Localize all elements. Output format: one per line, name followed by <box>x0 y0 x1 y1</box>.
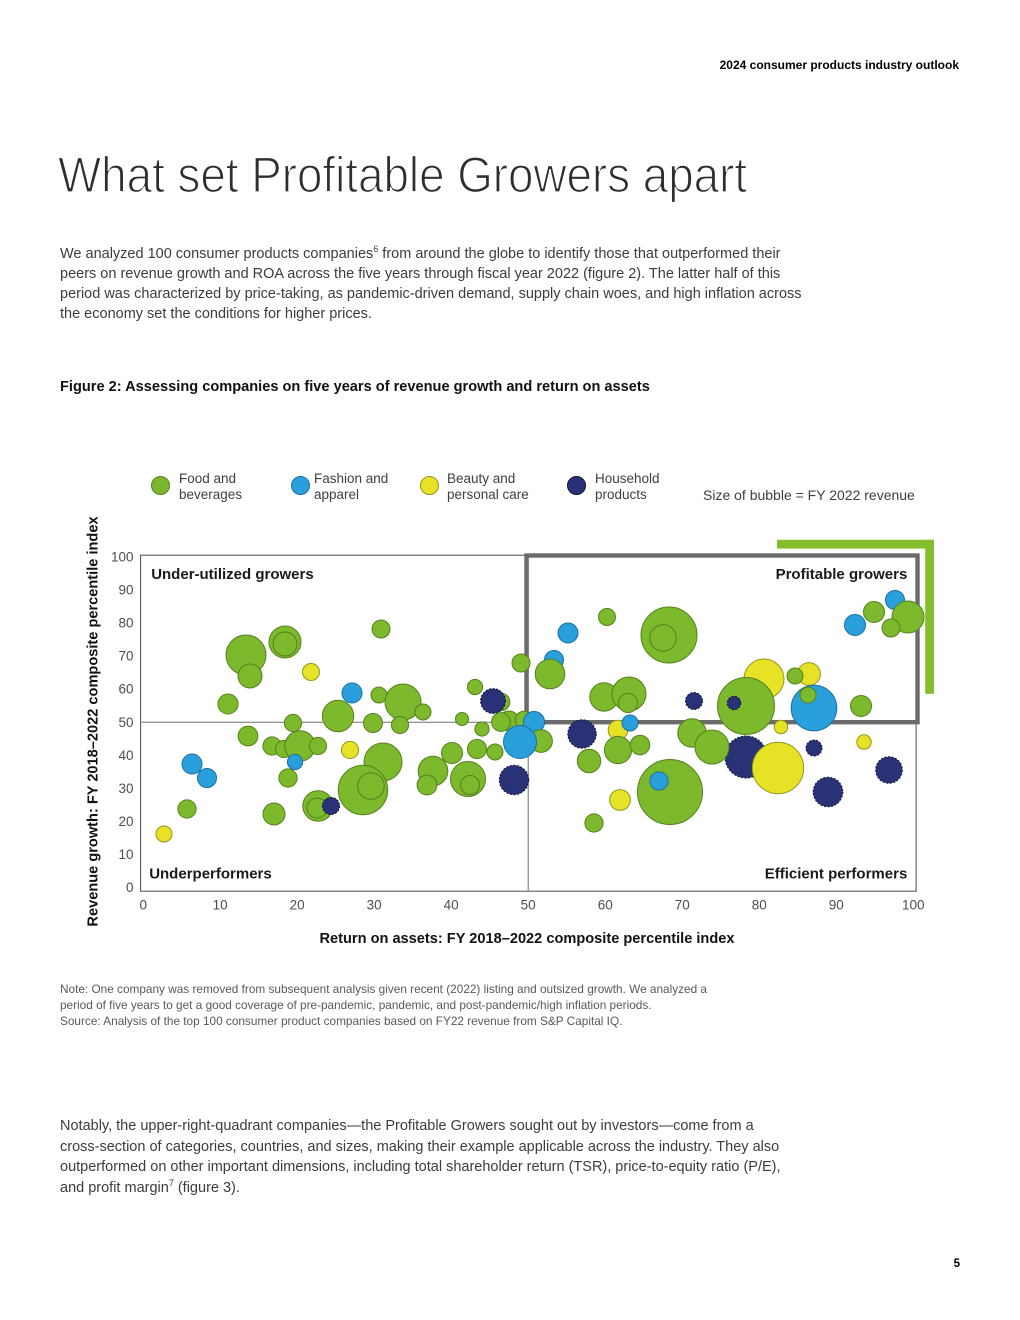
svg-text:10: 10 <box>118 847 133 862</box>
svg-text:80: 80 <box>118 616 133 631</box>
svg-text:100: 100 <box>902 898 925 913</box>
svg-text:10: 10 <box>213 898 228 913</box>
svg-text:30: 30 <box>367 898 382 913</box>
svg-text:20: 20 <box>118 814 133 829</box>
svg-text:100: 100 <box>111 550 134 565</box>
svg-text:20: 20 <box>290 898 305 913</box>
svg-text:0: 0 <box>126 880 134 895</box>
svg-text:0: 0 <box>139 898 147 913</box>
svg-text:60: 60 <box>598 898 613 913</box>
svg-text:70: 70 <box>675 898 690 913</box>
svg-text:Profitable growers: Profitable growers <box>776 566 908 583</box>
svg-text:Return on assets: FY 2018–2022: Return on assets: FY 2018–2022 composite… <box>319 931 735 947</box>
svg-text:Revenue growth: FY 2018–2022 c: Revenue growth: FY 2018–2022 composite p… <box>86 516 102 927</box>
svg-text:90: 90 <box>829 898 844 913</box>
svg-text:50: 50 <box>521 898 536 913</box>
svg-text:80: 80 <box>752 898 767 913</box>
svg-text:40: 40 <box>118 748 133 763</box>
svg-text:50: 50 <box>118 715 133 730</box>
svg-text:60: 60 <box>118 682 133 697</box>
svg-text:40: 40 <box>444 898 459 913</box>
svg-text:Efficient performers: Efficient performers <box>765 866 908 883</box>
svg-text:70: 70 <box>118 649 133 664</box>
svg-text:90: 90 <box>118 583 133 598</box>
svg-text:30: 30 <box>118 781 133 796</box>
svg-text:Underperformers: Underperformers <box>149 866 272 883</box>
svg-text:Under-utilized growers: Under-utilized growers <box>151 566 314 583</box>
